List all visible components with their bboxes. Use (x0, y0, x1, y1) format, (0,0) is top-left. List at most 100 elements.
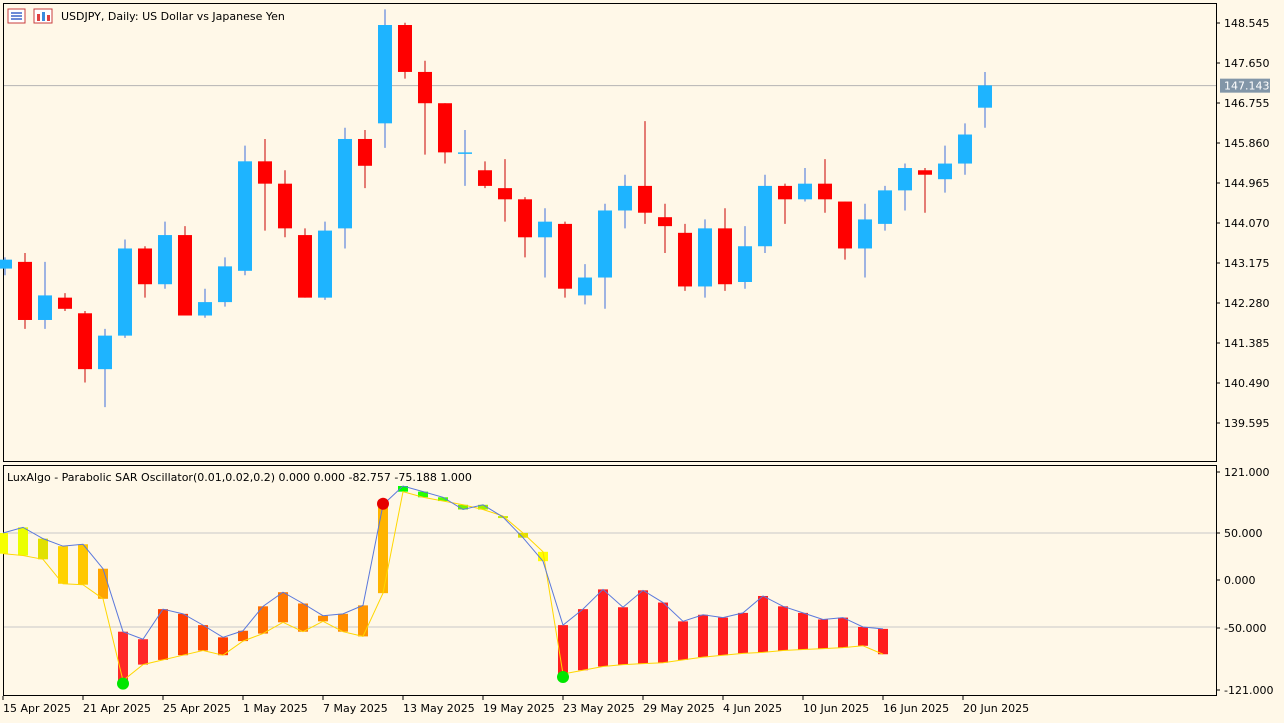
candle-body (938, 163, 952, 180)
oscillator-bar (138, 639, 148, 665)
candle-body (718, 228, 732, 285)
oscillator-bar (878, 628, 888, 655)
candle (0, 257, 12, 276)
menu-icon[interactable] (7, 8, 26, 24)
candle-body (578, 277, 592, 296)
candle (18, 252, 32, 329)
oscillator-series (0, 485, 888, 690)
candle (498, 159, 512, 222)
oscillator-bar (458, 504, 468, 510)
oscillator-bar (18, 527, 28, 556)
oscillator-bar (578, 609, 588, 671)
candle (318, 221, 332, 300)
candle-body (898, 168, 912, 191)
price-tick-label: 144.070 (1224, 217, 1270, 230)
oscillator-tick-label: 50.000 (1224, 527, 1263, 540)
price-tick-label: 141.385 (1224, 337, 1270, 350)
current-price-label: 147.143 (1220, 78, 1270, 93)
candle (878, 185, 892, 231)
candle-body (298, 235, 312, 298)
candle-body (178, 235, 192, 316)
oscillator-bar (618, 607, 628, 665)
price-tick-label: 143.175 (1224, 257, 1270, 270)
candle-body (918, 170, 932, 175)
oscillator-bar (338, 613, 348, 632)
oscillator-bar (78, 544, 88, 585)
candle (198, 288, 212, 318)
time-axis[interactable]: 15 Apr 2025 21 Apr 2025 25 Apr 2025 1 May 2… (2, 696, 1029, 715)
oscillator-bar (118, 631, 128, 681)
candle (358, 130, 372, 189)
oscillator-bar (298, 603, 308, 632)
sar-line (2, 491, 884, 682)
candle (278, 170, 292, 238)
oscillator-bar (418, 491, 428, 498)
candle (578, 264, 592, 305)
candle-body (38, 295, 52, 320)
candle-body (478, 170, 492, 186)
candle (938, 145, 952, 193)
candle (858, 203, 872, 278)
candle-body (0, 259, 12, 269)
candle-body (278, 183, 292, 229)
oscillator-bar (378, 504, 388, 594)
oscillator-bar (278, 592, 288, 623)
time-tick-label: 21 Apr 2025 (83, 702, 151, 715)
oscillator-bar (358, 605, 368, 637)
time-tick-label: 4 Jun 2025 (723, 702, 782, 715)
candle-body (638, 185, 652, 213)
time-tick-label: 19 May 2025 (483, 702, 555, 715)
price-tick-label: 145.860 (1224, 137, 1270, 150)
candle (918, 168, 932, 213)
candle (98, 328, 112, 408)
price-axis[interactable]: 148.545 147.650 146.755 145.860 144.965 144.0… (1216, 17, 1270, 430)
oscillator-tick-label: -121.000 (1224, 684, 1273, 697)
time-tick-label: 15 Apr 2025 (3, 702, 71, 715)
candle-body (978, 85, 992, 108)
candle-body (58, 297, 72, 309)
oscillator-panel[interactable] (3, 465, 1217, 696)
oscillator-bar (598, 589, 608, 667)
oscillator-tick-label: 0.000 (1224, 574, 1256, 587)
candle (978, 71, 992, 128)
candle (118, 239, 132, 338)
candle (158, 221, 172, 289)
candle-body (218, 266, 232, 303)
oscillator-bar (538, 551, 548, 562)
candle-body (518, 199, 532, 238)
price-tick-label: 142.280 (1224, 297, 1270, 310)
time-tick-label: 1 May 2025 (243, 702, 308, 715)
candle (958, 123, 972, 175)
candle-body (98, 335, 112, 370)
current-price-text: 147.143 (1224, 80, 1270, 93)
oscillator-bar (198, 625, 208, 651)
candle (438, 103, 452, 164)
candle (738, 226, 752, 289)
candle (398, 22, 412, 79)
oscillator-bar (778, 606, 788, 651)
oscillator-axis[interactable]: 121.000 50.000 0.000 -50.000 -121.000 (1216, 466, 1273, 697)
candle-body (858, 219, 872, 249)
candle (898, 163, 912, 211)
candle (38, 261, 52, 329)
indicator-title: LuxAlgo - Parabolic SAR Oscillator(0.01,… (7, 471, 472, 484)
chart-header: USDJPY, Daily: US Dollar vs Japanese Yen (7, 8, 285, 24)
green-signal-dot (117, 677, 129, 690)
candle-body (158, 235, 172, 285)
oscillator-bar (178, 613, 188, 656)
candle-body (878, 190, 892, 224)
candle (658, 203, 672, 253)
chart-icon[interactable] (33, 8, 53, 24)
candle-body (358, 138, 372, 166)
candle-body (338, 138, 352, 229)
candlestick-series (0, 9, 992, 408)
candle (518, 197, 532, 258)
oscillator-bar (798, 612, 808, 650)
oscillator-bar (858, 627, 868, 646)
oscillator-bar (518, 533, 528, 538)
oscillator-bar (678, 621, 688, 660)
time-tick-label: 7 May 2025 (323, 702, 388, 715)
candle-body (798, 183, 812, 200)
candle (598, 203, 612, 309)
